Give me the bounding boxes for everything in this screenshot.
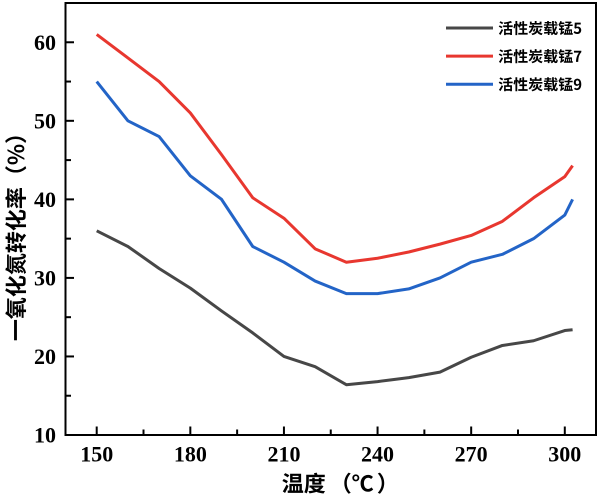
- glyph-锰: [558, 21, 573, 35]
- legend-label-3: [498, 77, 582, 92]
- x-axis-title: [282, 472, 385, 494]
- glyph-℃: [352, 474, 374, 492]
- glyph-化: [5, 209, 27, 231]
- glyph-）: [5, 136, 27, 143]
- glyph-度: [304, 472, 326, 494]
- glyph-活: [498, 77, 513, 92]
- glyph-载: [543, 49, 558, 64]
- y-tick-label-40: 40: [34, 187, 56, 212]
- legend-item-3: [446, 77, 582, 92]
- y-tick-label-20: 20: [34, 344, 56, 369]
- glyph-（: [5, 166, 27, 173]
- x-tick-label-210: 210: [267, 442, 300, 467]
- legend-label-1: [498, 21, 582, 36]
- legend-label-2: [498, 49, 582, 64]
- x-axis-title-text: [282, 472, 385, 494]
- series-line-2: [95, 33, 574, 264]
- glyph-炭: [528, 77, 543, 92]
- glyph-炭: [528, 49, 543, 64]
- x-axis-ticks: [95, 426, 566, 434]
- x-axis-tick-labels: 150 180 210 240 270 300: [80, 442, 581, 467]
- y-axis-title: [5, 136, 27, 341]
- y-axis-tick-labels: 10 20 30 40 50 60: [34, 30, 56, 448]
- glyph-炭: [528, 21, 543, 36]
- y-axis-title-rotated: [5, 136, 27, 341]
- glyph-温: [282, 473, 304, 494]
- x-tick-label-270: 270: [455, 442, 488, 467]
- x-tick-label-180: 180: [174, 442, 207, 467]
- legend-item-2: [446, 49, 582, 64]
- y-axis-title-text: [5, 136, 27, 341]
- glyph-%: [7, 144, 25, 165]
- y-tick-label-10: 10: [34, 423, 56, 448]
- plot-frame: [64, 2, 597, 436]
- glyph-）: [377, 472, 385, 494]
- glyph-载: [543, 77, 558, 92]
- glyph-性: [513, 77, 528, 92]
- y-axis-ticks: [66, 41, 74, 436]
- x-tick-label-150: 150: [80, 442, 113, 467]
- glyph-（: [344, 472, 351, 494]
- series-line-1: [96, 229, 573, 387]
- glyph-氮: [5, 253, 27, 275]
- y-tick-label-30: 30: [34, 265, 56, 290]
- glyph-率: [5, 188, 26, 209]
- glyph-7: [573, 50, 582, 62]
- glyph-9: [573, 78, 582, 91]
- series-line-3: [95, 80, 574, 296]
- glyph-锰: [558, 49, 573, 64]
- glyph-活: [498, 21, 513, 36]
- glyph-载: [543, 21, 558, 36]
- y-tick-label-50: 50: [34, 108, 56, 133]
- plot-border: [64, 2, 597, 436]
- x-tick-label-300: 300: [548, 442, 581, 467]
- glyph-一: [14, 319, 17, 341]
- glyph-锰: [558, 77, 573, 92]
- legend-item-1: [446, 21, 582, 36]
- x-tick-label-240: 240: [361, 442, 394, 467]
- legend: [446, 21, 582, 92]
- glyph-转: [5, 231, 27, 253]
- glyph-5: [573, 22, 582, 34]
- glyph-性: [513, 21, 528, 36]
- glyph-氧: [5, 297, 27, 319]
- data-series-lines: [95, 33, 574, 387]
- glyph-性: [513, 49, 528, 64]
- y-tick-label-60: 60: [34, 30, 56, 55]
- glyph-活: [498, 49, 513, 64]
- glyph-化: [5, 275, 27, 297]
